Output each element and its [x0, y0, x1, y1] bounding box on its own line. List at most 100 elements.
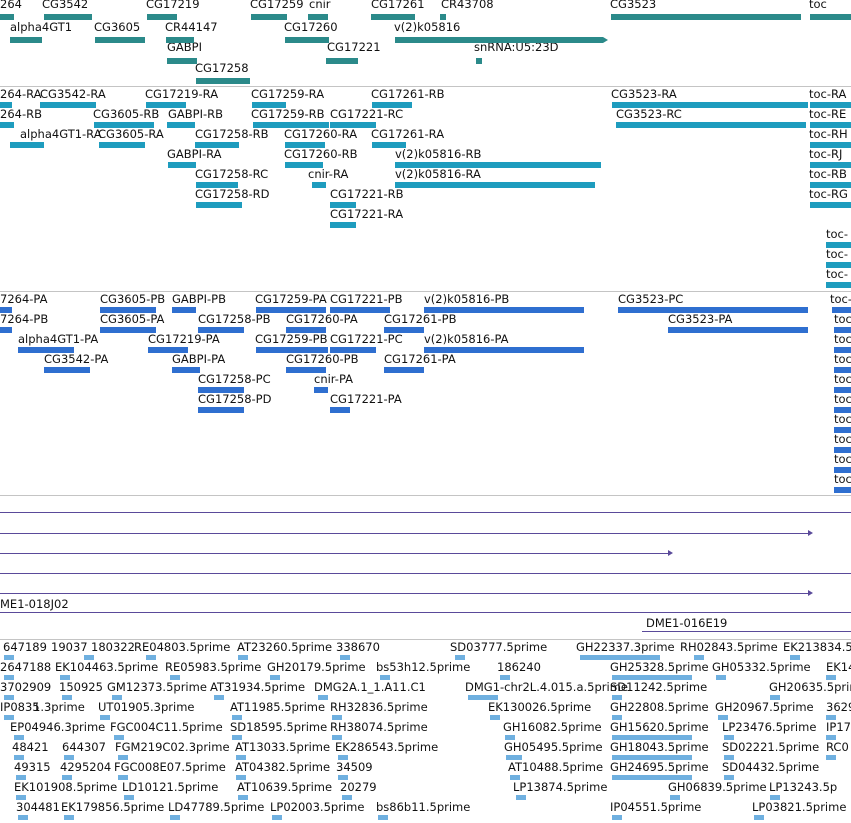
ests-feature-label[interactable]: 3702909 — [0, 680, 52, 694]
transcripts_b-feature-label[interactable]: CG17260-PB — [286, 352, 359, 366]
est-glyph[interactable] — [580, 655, 660, 660]
clone-glyph[interactable] — [0, 512, 851, 513]
transcripts_b-feature-label[interactable]: CG17258-PB — [198, 312, 271, 326]
ests-feature-label[interactable]: 20279 — [340, 780, 377, 794]
transcripts_a-feature-label[interactable]: CG17221-RB — [330, 187, 404, 201]
ests-feature-label[interactable]: 34509 — [336, 760, 373, 774]
transcript-glyph[interactable] — [198, 327, 244, 333]
est-glyph[interactable] — [505, 735, 515, 740]
transcripts_a-feature-label[interactable]: toc- — [826, 247, 849, 261]
ests-feature-label[interactable]: LP23476.5prime — [722, 720, 817, 734]
ests-feature-label[interactable]: 49315 — [14, 760, 51, 774]
ests-feature-label[interactable]: 150925 — [59, 680, 103, 694]
transcript-glyph[interactable] — [395, 162, 601, 168]
transcript-glyph[interactable] — [424, 307, 584, 313]
ests-feature-label[interactable]: RH38074.5prime — [330, 720, 428, 734]
transcript-glyph[interactable] — [286, 327, 326, 333]
est-glyph[interactable] — [724, 775, 734, 780]
ests-feature-label[interactable]: LP13874.5prime — [513, 780, 608, 794]
gene-glyph[interactable] — [167, 58, 197, 64]
est-glyph[interactable] — [770, 695, 780, 700]
est-glyph[interactable] — [468, 695, 498, 700]
transcript-glyph[interactable] — [616, 122, 806, 128]
est-glyph[interactable] — [332, 735, 342, 740]
genes-feature-label[interactable]: CG3523 — [610, 0, 657, 11]
transcript-glyph[interactable] — [286, 367, 326, 373]
transcript-glyph[interactable] — [172, 367, 200, 373]
est-glyph[interactable] — [318, 695, 328, 700]
transcripts_a-feature-label[interactable]: CG3523-RC — [616, 107, 682, 121]
transcripts_b-feature-label[interactable]: toc — [834, 412, 851, 426]
ests-feature-label[interactable]: 3629 — [826, 700, 851, 714]
transcripts_a-feature-label[interactable]: cnir-RA — [308, 167, 349, 181]
est-glyph[interactable] — [612, 775, 692, 780]
transcript-glyph[interactable] — [384, 327, 424, 333]
transcript-glyph[interactable] — [198, 407, 244, 413]
transcripts_b-feature-label[interactable]: 7264-PA — [0, 292, 48, 306]
transcript-glyph[interactable] — [0, 122, 14, 128]
ests-feature-label[interactable]: GH06839.5prime — [668, 780, 767, 794]
transcript-glyph[interactable] — [826, 282, 851, 288]
ests-feature-label[interactable]: AT10488.5prime — [508, 760, 604, 774]
genes-feature-label[interactable]: snRNA:U5:23D — [474, 40, 559, 54]
est-glyph[interactable] — [232, 715, 242, 720]
est-glyph[interactable] — [170, 675, 180, 680]
est-glyph[interactable] — [612, 755, 692, 760]
ests-feature-label[interactable]: bs53h12.5prime — [376, 660, 471, 674]
transcript-glyph[interactable] — [285, 162, 323, 168]
transcripts_b-feature-label[interactable]: toc — [834, 452, 851, 466]
clone-glyph[interactable] — [0, 573, 851, 574]
clone-glyph[interactable] — [642, 631, 851, 632]
transcripts_a-feature-label[interactable]: v(2)k05816-RB — [395, 147, 482, 161]
transcript-glyph[interactable] — [834, 387, 851, 393]
transcript-glyph[interactable] — [330, 407, 350, 413]
est-glyph[interactable] — [124, 795, 134, 800]
ests-feature-label[interactable]: RE05983.5prime — [165, 660, 262, 674]
genes-feature-label[interactable]: CG17261 — [371, 0, 425, 11]
transcripts_a-feature-label[interactable]: toc-RA — [809, 87, 847, 101]
transcript-glyph[interactable] — [196, 182, 238, 188]
ests-feature-label[interactable]: SD11242.5prime — [610, 680, 708, 694]
est-glyph[interactable] — [4, 715, 14, 720]
gene-glyph[interactable] — [95, 37, 145, 43]
transcripts_a-feature-label[interactable]: 264-RA — [0, 87, 42, 101]
transcripts_a-feature-label[interactable]: CG3523-RA — [611, 87, 677, 101]
est-glyph[interactable] — [100, 715, 110, 720]
ests-feature-label[interactable]: GH20635.5prime — [769, 680, 851, 694]
est-glyph[interactable] — [238, 795, 248, 800]
ests-feature-label[interactable]: IP17 — [826, 720, 851, 734]
genes-feature-label[interactable]: CR43708 — [441, 0, 494, 11]
ests-feature-label[interactable]: FGC008E07.5prime — [114, 760, 226, 774]
gene-glyph[interactable] — [395, 37, 608, 43]
clones-feature-label[interactable]: DME1-016E19 — [646, 616, 728, 630]
est-glyph[interactable] — [84, 655, 94, 660]
transcripts_a-feature-label[interactable]: toc-RE — [809, 107, 847, 121]
transcript-glyph[interactable] — [810, 142, 851, 148]
ests-feature-label[interactable]: RH32836.5prime — [330, 700, 428, 714]
ests-feature-label[interactable]: GH22808.5prime — [610, 700, 709, 714]
transcript-glyph[interactable] — [285, 142, 325, 148]
transcripts_b-feature-label[interactable]: CG17219-PA — [148, 332, 220, 346]
est-glyph[interactable] — [718, 715, 728, 720]
transcripts_a-feature-label[interactable]: CG17261-RB — [371, 87, 445, 101]
transcript-glyph[interactable] — [668, 327, 808, 333]
transcript-glyph[interactable] — [826, 242, 851, 248]
est-glyph[interactable] — [4, 675, 14, 680]
transcripts_b-feature-label[interactable]: v(2)k05816-PA — [424, 332, 509, 346]
transcripts_b-feature-label[interactable]: toc — [834, 312, 851, 326]
gene-glyph[interactable] — [476, 58, 482, 64]
transcripts_b-feature-label[interactable]: CG17260-PA — [286, 312, 358, 326]
ests-feature-label[interactable]: RE04803.5prime — [134, 640, 231, 654]
transcripts_b-feature-label[interactable]: toc — [834, 432, 851, 446]
est-glyph[interactable] — [612, 675, 692, 680]
transcript-glyph[interactable] — [834, 407, 851, 413]
transcript-glyph[interactable] — [314, 387, 328, 393]
transcripts_a-feature-label[interactable]: CG17260-RA — [284, 127, 358, 141]
transcripts_b-feature-label[interactable]: CG3605-PB — [100, 292, 166, 306]
transcript-glyph[interactable] — [330, 347, 376, 353]
ests-feature-label[interactable]: 180322 — [91, 640, 135, 654]
transcripts_a-feature-label[interactable]: CG3542-RA — [40, 87, 106, 101]
transcript-glyph[interactable] — [100, 307, 156, 313]
est-glyph[interactable] — [232, 735, 242, 740]
ests-feature-label[interactable]: AT04382.5prime — [235, 760, 331, 774]
